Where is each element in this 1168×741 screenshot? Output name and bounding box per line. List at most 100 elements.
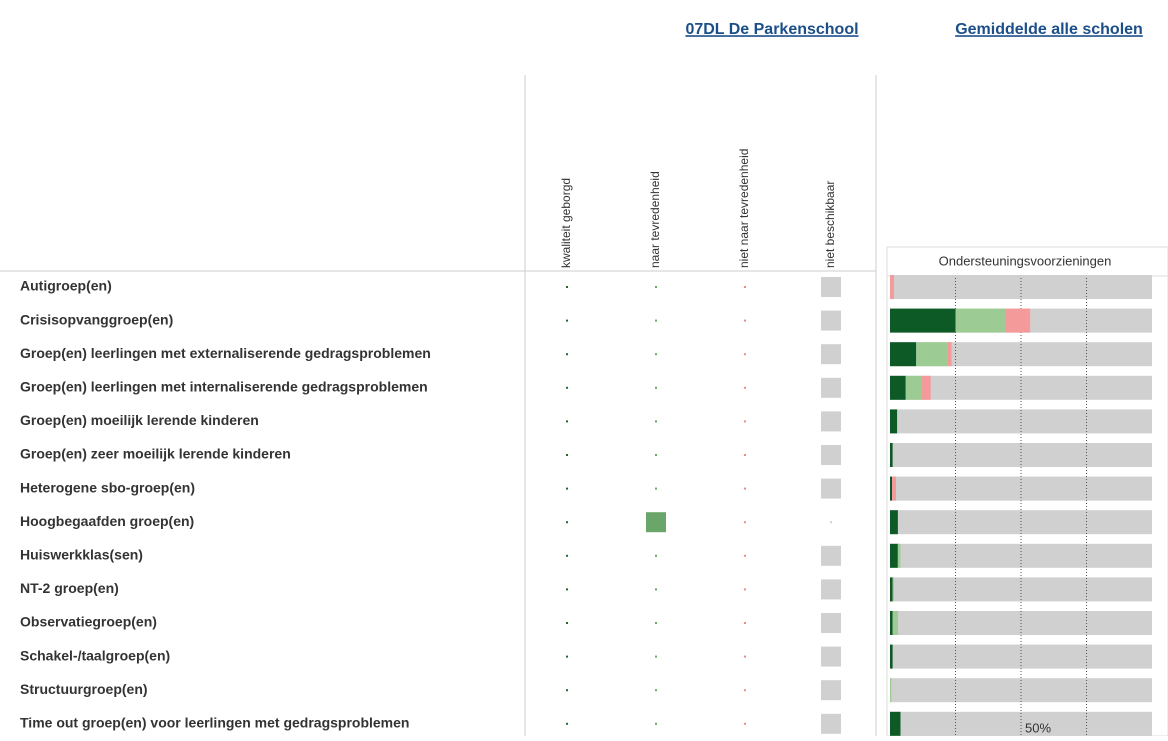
bar-segment [890, 308, 956, 333]
column-label: kwaliteit geborgd [559, 178, 573, 268]
matrix-mark [655, 319, 657, 322]
row-label: Huiswerkklas(sen) [20, 547, 143, 563]
matrix-mark [566, 386, 568, 389]
bar-segment [916, 342, 948, 367]
bar-track [890, 543, 1152, 568]
matrix-mark [821, 411, 841, 432]
matrix-mark [821, 613, 841, 633]
bar-segment [905, 375, 922, 400]
bar-segment [892, 577, 894, 602]
matrix-mark [821, 713, 841, 734]
x-tick-label: 50% [1025, 720, 1051, 735]
matrix-mark [566, 554, 568, 557]
matrix-mark [744, 319, 746, 322]
bar-segment [947, 342, 952, 367]
row-label: NT-2 groep(en) [20, 580, 119, 596]
bar-segment [890, 678, 892, 703]
bar-segment [890, 543, 898, 568]
matrix-mark [821, 277, 841, 297]
matrix-mark [655, 622, 657, 624]
row-label: Autigroep(en) [20, 278, 112, 294]
matrix-mark [821, 478, 841, 499]
bar-track [890, 711, 1152, 736]
matrix-mark [655, 386, 657, 389]
matrix-mark [655, 487, 657, 490]
matrix-mark [821, 377, 841, 398]
row-label: Groep(en) moeilijk lerende kinderen [20, 412, 259, 428]
matrix-mark [655, 655, 657, 658]
matrix-mark [744, 722, 746, 725]
average-link[interactable]: Gemiddelde alle scholen [955, 21, 1143, 38]
row-label: Crisisopvanggroep(en) [20, 311, 173, 327]
matrix-mark [744, 454, 746, 456]
bar-segment [890, 510, 898, 535]
bar-segment [890, 644, 893, 669]
matrix-mark [655, 554, 657, 557]
column-label: niet naar tevredenheid [737, 149, 751, 268]
matrix-mark [744, 386, 746, 389]
matrix-mark [744, 622, 746, 624]
matrix-mark [821, 445, 841, 465]
matrix-mark [566, 319, 568, 322]
column-label: niet beschikbaar [823, 181, 837, 268]
bar-segment [890, 409, 898, 434]
school-link[interactable]: 07DL De Parkenschool [685, 21, 858, 38]
matrix-mark [830, 521, 832, 524]
matrix-mark [744, 689, 746, 692]
matrix-mark [566, 420, 568, 423]
matrix-mark [566, 655, 568, 658]
bar-segment [890, 342, 917, 367]
matrix-mark [821, 344, 841, 365]
matrix-mark [655, 588, 657, 591]
bar-segment [890, 275, 894, 299]
matrix-mark [744, 286, 746, 288]
column-label: naar tevredenheid [648, 171, 662, 268]
matrix-mark [566, 487, 568, 490]
bar-segment [890, 443, 893, 467]
matrix-mark [821, 646, 841, 667]
matrix-mark [655, 722, 657, 725]
matrix-mark [655, 454, 657, 456]
row-label: Groep(en) leerlingen met internaliserend… [20, 379, 428, 395]
bar-segment [897, 543, 901, 568]
bar-segment [890, 611, 893, 635]
row-label: Time out groep(en) voor leerlingen met g… [20, 715, 409, 731]
matrix-mark [821, 310, 841, 331]
row-label: Schakel-/taalgroep(en) [20, 647, 170, 663]
bar-segment [890, 711, 901, 736]
matrix-mark [744, 353, 746, 356]
matrix-mark [821, 680, 841, 701]
matrix-mark [744, 487, 746, 490]
matrix-mark [655, 420, 657, 423]
bar-segment [890, 577, 893, 602]
panel-title: Ondersteuningsvoorzieningen [939, 253, 1112, 268]
matrix-mark [566, 622, 568, 624]
matrix-mark [566, 689, 568, 692]
bar-segment [890, 476, 893, 501]
matrix-mark [566, 521, 568, 524]
row-label: Structuurgroep(en) [20, 681, 148, 697]
bar-segment [892, 611, 898, 635]
matrix-mark [744, 521, 746, 524]
row-label: Hoogbegaafden groep(en) [20, 513, 194, 529]
matrix-mark [566, 722, 568, 725]
bar-segment [1005, 308, 1031, 333]
matrix-mark [566, 588, 568, 591]
matrix-mark [655, 286, 657, 288]
row-label: Groep(en) zeer moeilijk lerende kinderen [20, 446, 291, 462]
matrix-mark [821, 579, 841, 600]
matrix-mark [744, 420, 746, 423]
bar-segment [955, 308, 1006, 333]
bar-segment [921, 375, 931, 400]
row-label: Heterogene sbo-groep(en) [20, 479, 195, 495]
matrix-mark [566, 454, 568, 456]
bar-segment [890, 375, 906, 400]
matrix-mark [655, 689, 657, 692]
row-label: Observatiegroep(en) [20, 614, 157, 630]
matrix-mark [566, 353, 568, 356]
matrix-mark [646, 512, 666, 533]
matrix-mark [655, 353, 657, 356]
bar-segment [892, 476, 897, 501]
matrix-mark [744, 655, 746, 658]
